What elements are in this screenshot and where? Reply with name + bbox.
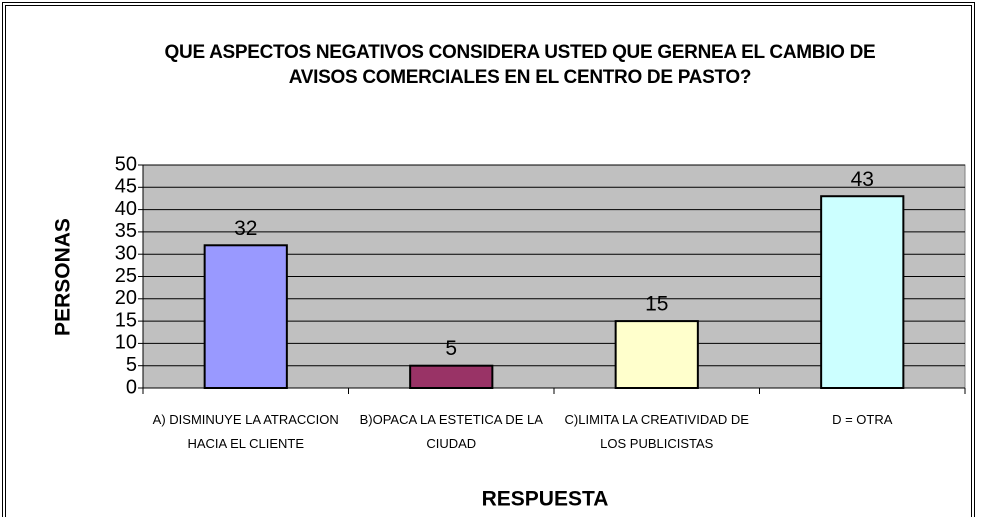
y-tick-label: 30 <box>115 242 137 264</box>
x-tick-label: A) DISMINUYE LA ATRACCION HACIA EL CLIEN… <box>152 412 339 451</box>
value-label: 32 <box>234 217 257 240</box>
y-tick-label: 20 <box>115 287 137 309</box>
x-tick-label: B)OPACA LA ESTETICA DE LA CIUDAD <box>359 412 543 451</box>
value-label: 5 <box>445 337 457 360</box>
y-tick-label: 45 <box>115 176 137 198</box>
x-axis-label: RESPUESTA <box>482 488 609 511</box>
x-tick-label: C)LIMITA LA CREATIVIDAD DE LOS PUBLICIST… <box>564 412 749 451</box>
value-label: 15 <box>645 293 668 316</box>
y-tick-label: 25 <box>115 265 137 287</box>
x-tick-label: D = OTRA <box>832 412 893 427</box>
y-axis-label: PERSONAS <box>52 218 75 336</box>
y-tick-label: 50 <box>115 153 137 175</box>
y-tick-label: 40 <box>115 198 137 220</box>
chart-title: QUE ASPECTOS NEGATIVOS CONSIDERA USTED Q… <box>164 42 876 88</box>
bar <box>614 320 699 390</box>
y-tick-label: 35 <box>115 220 137 242</box>
y-tick-label: 5 <box>126 354 137 376</box>
value-label: 43 <box>851 168 874 191</box>
y-tick-label: 15 <box>115 309 137 331</box>
y-tick-label: 0 <box>126 376 137 398</box>
y-tick-label: 10 <box>115 332 137 354</box>
bar <box>409 364 494 390</box>
bar <box>203 244 288 389</box>
bar <box>820 195 905 389</box>
